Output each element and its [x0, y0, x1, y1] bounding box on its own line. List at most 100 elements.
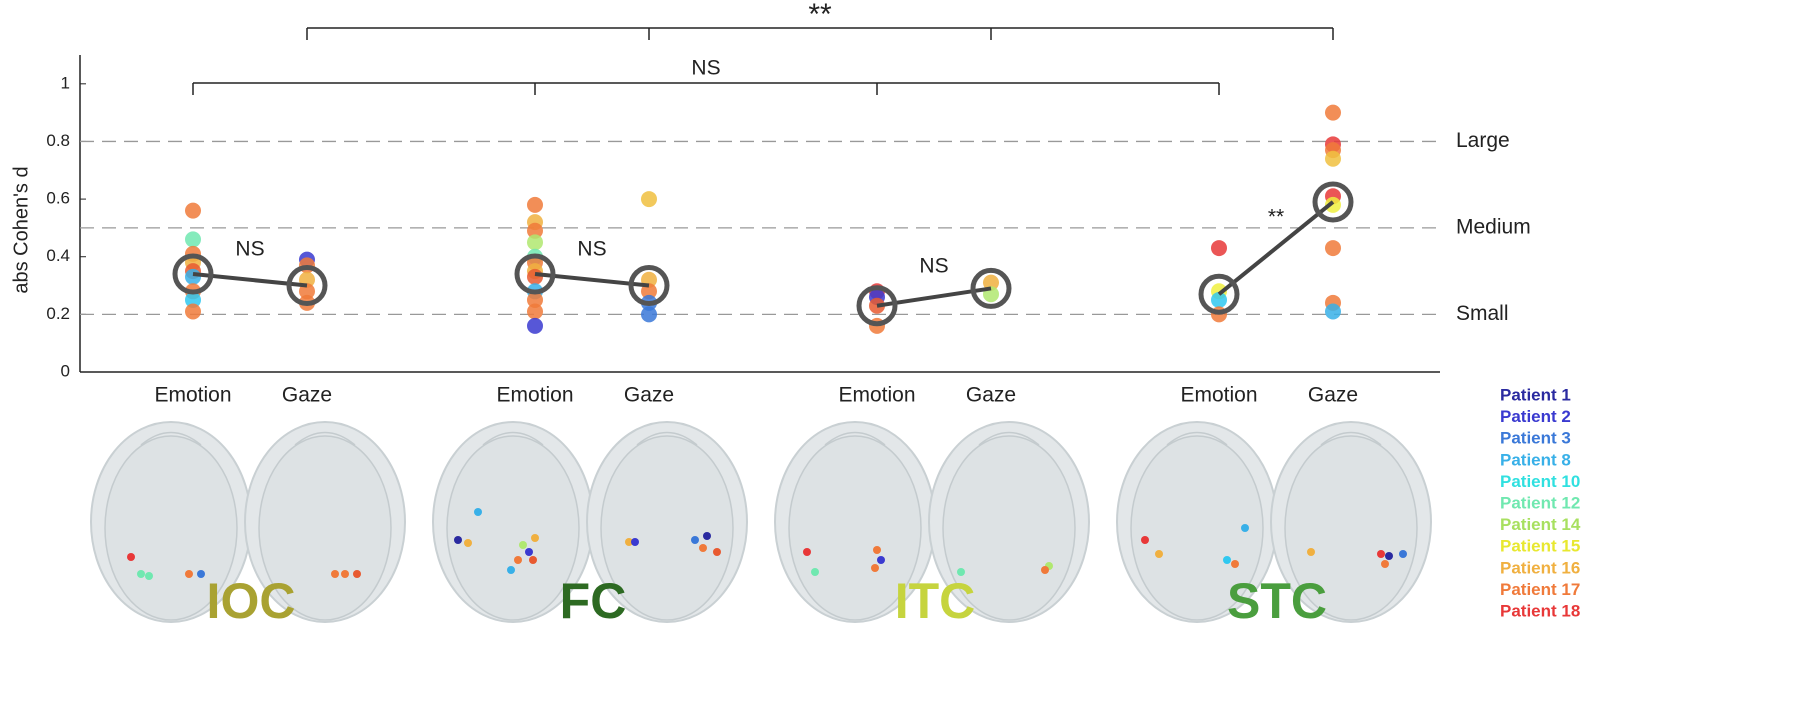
data-point — [1325, 240, 1341, 257]
electrode — [1241, 524, 1249, 532]
legend-entry: Patient 15 — [1500, 537, 1580, 556]
electrode — [811, 568, 819, 576]
x-tick-label: Emotion — [496, 384, 573, 407]
brain-fold — [1320, 431, 1382, 446]
comparison-label: NS — [691, 57, 720, 80]
y-tick-label: 0.8 — [46, 131, 70, 150]
y-tick-label: 0.6 — [46, 189, 70, 208]
electrode — [331, 570, 339, 578]
electrode — [474, 508, 482, 516]
electrode — [529, 556, 537, 564]
electrode — [1155, 550, 1163, 558]
y-axis-label: abs Cohen's d — [10, 166, 32, 293]
electrode — [197, 570, 205, 578]
y-tick-label: 0.2 — [46, 304, 70, 323]
electrode — [1141, 536, 1149, 544]
legend-entry: Patient 18 — [1500, 601, 1580, 620]
data-point — [1325, 104, 1341, 121]
brain — [1284, 435, 1418, 621]
electrode — [1381, 560, 1389, 568]
electrode — [871, 564, 879, 572]
electrode — [127, 553, 135, 561]
brain-fold — [1166, 431, 1228, 446]
x-tick-label: Gaze — [966, 384, 1016, 407]
data-point — [641, 306, 657, 323]
data-point — [527, 196, 543, 213]
data-point — [527, 234, 543, 251]
data-point — [185, 303, 201, 320]
mean-marker — [1312, 181, 1354, 223]
data-point — [299, 283, 315, 300]
electrode — [873, 546, 881, 554]
brain-fold — [824, 431, 886, 446]
mean-marker — [970, 267, 1012, 309]
x-tick-label: Emotion — [838, 384, 915, 407]
data-point — [641, 283, 657, 300]
data-point — [1211, 291, 1227, 308]
region-label: STC — [1227, 573, 1327, 629]
electrode — [514, 556, 522, 564]
data-point — [527, 268, 543, 285]
test-label: NS — [577, 237, 606, 260]
data-point — [1325, 196, 1341, 213]
electrode — [1223, 556, 1231, 564]
data-point — [527, 291, 543, 308]
brain — [446, 435, 580, 621]
electrode — [1377, 550, 1385, 558]
mean-marker — [286, 265, 328, 307]
brain-fold — [140, 431, 202, 446]
electrode — [507, 566, 515, 574]
mean-marker — [172, 253, 214, 295]
legend-entry: Patient 3 — [1500, 429, 1571, 448]
data-point — [641, 191, 657, 208]
test-label: NS — [919, 255, 948, 278]
brain — [788, 435, 922, 621]
region-label: IOC — [207, 573, 296, 629]
legend-entry: Patient 2 — [1500, 407, 1571, 426]
y-tick-label: 1 — [61, 73, 70, 92]
x-tick-label: Emotion — [1180, 384, 1257, 407]
brain-fold — [294, 431, 356, 446]
electrode — [519, 541, 527, 549]
electrode — [625, 538, 633, 546]
x-tick-label: Gaze — [282, 384, 332, 407]
data-point — [527, 303, 543, 320]
electrode — [341, 570, 349, 578]
data-point — [983, 274, 999, 291]
test-label: ** — [1268, 206, 1284, 229]
electrode — [1041, 566, 1049, 574]
region-label: ITC — [895, 573, 976, 629]
y-tick-label: 0 — [61, 361, 70, 380]
region-label: FC — [560, 573, 627, 629]
effect-label: Small — [1456, 302, 1509, 325]
brain — [600, 435, 734, 621]
mean-marker — [1198, 273, 1240, 315]
electrode — [353, 570, 361, 578]
brain-fold — [978, 431, 1040, 446]
data-point — [1325, 303, 1341, 320]
mean-marker — [628, 265, 670, 307]
electrode — [185, 570, 193, 578]
data-point — [185, 291, 201, 308]
x-tick-label: Emotion — [154, 384, 231, 407]
comparison-label: ** — [808, 0, 832, 31]
data-point — [185, 202, 201, 219]
effect-label: Medium — [1456, 215, 1531, 238]
electrode — [145, 572, 153, 580]
electrode — [691, 536, 699, 544]
y-tick-label: 0.4 — [46, 246, 70, 265]
mean-marker — [514, 253, 556, 295]
electrode — [713, 548, 721, 556]
electrode — [703, 532, 711, 540]
effect-label: Large — [1456, 129, 1510, 152]
mean-line — [1217, 200, 1335, 296]
x-tick-label: Gaze — [624, 384, 674, 407]
brain-fold — [636, 431, 698, 446]
test-label: NS — [235, 237, 264, 260]
legend-entry: Patient 8 — [1500, 450, 1571, 469]
electrode — [454, 536, 462, 544]
brain-fold — [482, 431, 544, 446]
legend-entry: Patient 14 — [1500, 515, 1581, 534]
data-point — [527, 222, 543, 239]
